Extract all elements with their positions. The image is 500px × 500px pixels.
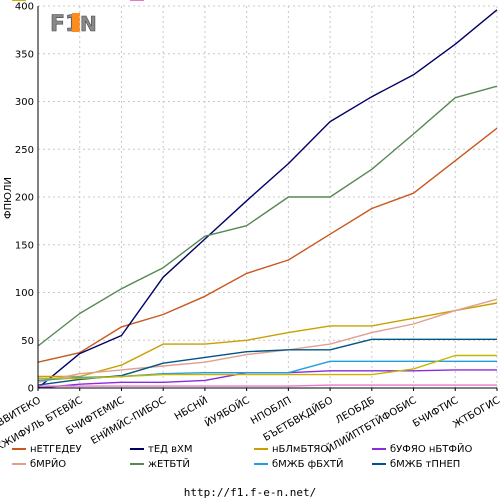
y-tick-label: 350 bbox=[15, 49, 34, 60]
f1en-logo: F1 N bbox=[47, 9, 99, 37]
y-tick-label: 300 bbox=[15, 97, 34, 108]
series-lines bbox=[37, 9, 498, 389]
legend-item: бМЖБ фБХТЙ bbox=[254, 457, 343, 470]
legend-item: тЕД вХМ bbox=[130, 444, 193, 455]
legend-item: бМРЙО bbox=[12, 457, 66, 470]
y-tick-label: 250 bbox=[15, 145, 34, 156]
series-line-3 bbox=[38, 302, 498, 378]
y-tick-label: 50 bbox=[21, 336, 34, 347]
series-line-1 bbox=[37, 127, 498, 363]
y-tick-label: 150 bbox=[15, 240, 34, 251]
legend-label: бУФЯО нБТФЙО bbox=[390, 442, 472, 455]
y-axis-ticks: 0 50 100 150 200 250 300 350 400 bbox=[15, 2, 34, 395]
y-axis-label: ФПЮЛИ bbox=[3, 177, 14, 219]
legend-label: бМЖБ фБХТЙ bbox=[272, 457, 343, 470]
legend-label: нЕТГЕДЕУ bbox=[30, 444, 82, 455]
series-line-5 bbox=[37, 298, 498, 383]
legend-label: бМЖБ тПНЕП bbox=[390, 459, 460, 470]
series-line-9 bbox=[38, 354, 497, 380]
series-line-10 bbox=[38, 384, 497, 387]
series-line-6 bbox=[37, 85, 498, 347]
y-tick-label: 400 bbox=[15, 2, 34, 13]
legend-item: жЕТБТЙ bbox=[130, 457, 190, 470]
y-tick-label: 200 bbox=[15, 193, 34, 204]
legend-label: бМРЙО bbox=[30, 457, 66, 470]
legend-item: иББУ bbox=[12, 0, 56, 3]
y-tick-label: 0 bbox=[28, 384, 34, 395]
legend-item: нЕТГЕДЕУ bbox=[12, 444, 82, 455]
svg-text:N: N bbox=[80, 12, 97, 36]
footer-url[interactable]: http://f1.f-e-n.net/ bbox=[184, 486, 316, 499]
legend-item: нБЛмБТЯО bbox=[254, 444, 328, 455]
legend: нЕТГЕДЕУ тЕД вХМ нБЛмБТЯО бУФЯО нБТФЙО бМРЙО… bbox=[12, 0, 472, 470]
legend-item: бУФЯО нБТФЙО bbox=[372, 442, 472, 455]
series-line-2 bbox=[37, 9, 498, 389]
y-tick-label: 100 bbox=[15, 288, 34, 299]
legend-item: хЙМСНУ bbox=[130, 0, 191, 3]
legend-label: тЕД вХМ bbox=[148, 444, 193, 455]
legend-label: нБЛмБТЯО bbox=[272, 444, 328, 455]
axes bbox=[37, 6, 497, 389]
legend-label: иББУ bbox=[30, 0, 56, 3]
legend-label: хЙМСНУ bbox=[148, 0, 191, 3]
legend-label: жЕТБТЙ bbox=[148, 457, 190, 470]
legend-item: бМЖБ тПНЕП bbox=[372, 459, 460, 470]
